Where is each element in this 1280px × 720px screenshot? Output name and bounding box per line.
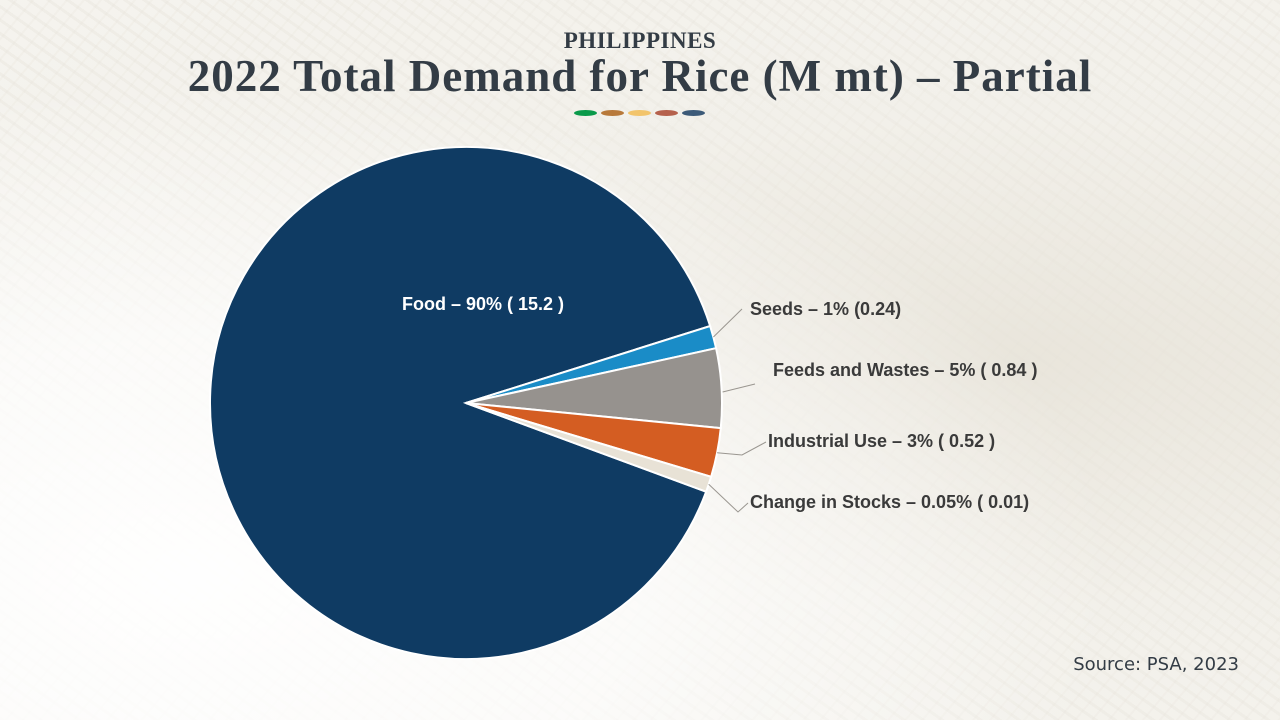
decor-dot xyxy=(655,110,678,116)
leader-line-seeds xyxy=(713,308,743,338)
leader-line-change-in-stocks xyxy=(708,483,749,513)
chart-title: 2022 Total Demand for Rice (M mt) – Part… xyxy=(187,51,1093,101)
slice-label-food: Food – 90% ( 15.2 ) xyxy=(402,294,564,314)
slice-label-change-in-stocks: Change in Stocks – 0.05% ( 0.01) xyxy=(750,492,1029,512)
decor-dot xyxy=(601,110,624,116)
country-label: PHILIPPINES xyxy=(563,28,717,53)
decor-dot xyxy=(682,110,705,116)
decorative-dots xyxy=(574,110,705,116)
leader-line-industrial-use xyxy=(717,441,767,456)
decor-dot xyxy=(628,110,651,116)
slice-label-industrial-use: Industrial Use – 3% ( 0.52 ) xyxy=(768,431,995,451)
decor-dot xyxy=(574,110,597,116)
slice-label-seeds: Seeds – 1% (0.24) xyxy=(750,299,901,319)
leader-line-feeds-and-wastes xyxy=(722,383,756,393)
source-note: Source: PSA, 2023 xyxy=(1073,654,1239,675)
pie-slice-food xyxy=(209,146,712,660)
slice-label-feeds-and-wastes: Feeds and Wastes – 5% ( 0.84 ) xyxy=(773,360,1037,380)
